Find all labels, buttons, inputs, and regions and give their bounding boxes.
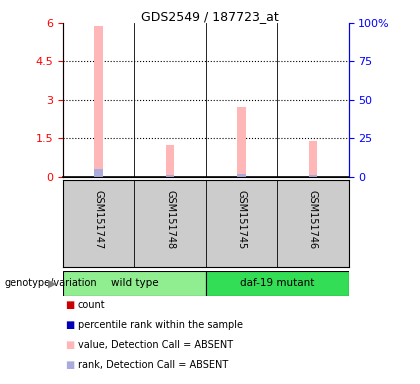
Bar	[309, 175, 317, 177]
Text: count: count	[78, 300, 105, 310]
Text: GSM151746: GSM151746	[308, 190, 318, 249]
Bar	[309, 141, 317, 177]
Text: ■: ■	[65, 320, 74, 330]
Bar	[237, 107, 246, 177]
Bar	[94, 169, 103, 177]
Text: daf-19 mutant: daf-19 mutant	[240, 278, 315, 288]
Text: GSM151748: GSM151748	[165, 190, 175, 249]
Bar	[237, 174, 246, 177]
Text: rank, Detection Call = ABSENT: rank, Detection Call = ABSENT	[78, 360, 228, 370]
Bar	[166, 175, 174, 177]
Text: genotype/variation: genotype/variation	[4, 278, 97, 288]
Text: GDS2549 / 187723_at: GDS2549 / 187723_at	[141, 10, 279, 23]
Text: ■: ■	[65, 340, 74, 350]
Text: GSM151747: GSM151747	[94, 190, 104, 249]
Text: ▶: ▶	[48, 278, 57, 288]
Text: wild type: wild type	[110, 278, 158, 288]
Text: ■: ■	[65, 300, 74, 310]
Bar	[166, 145, 174, 177]
Text: percentile rank within the sample: percentile rank within the sample	[78, 320, 243, 330]
Text: ■: ■	[65, 360, 74, 370]
Bar	[206, 271, 349, 296]
Bar	[63, 271, 206, 296]
Text: GSM151745: GSM151745	[236, 190, 247, 249]
Text: value, Detection Call = ABSENT: value, Detection Call = ABSENT	[78, 340, 233, 350]
Bar	[94, 26, 103, 177]
